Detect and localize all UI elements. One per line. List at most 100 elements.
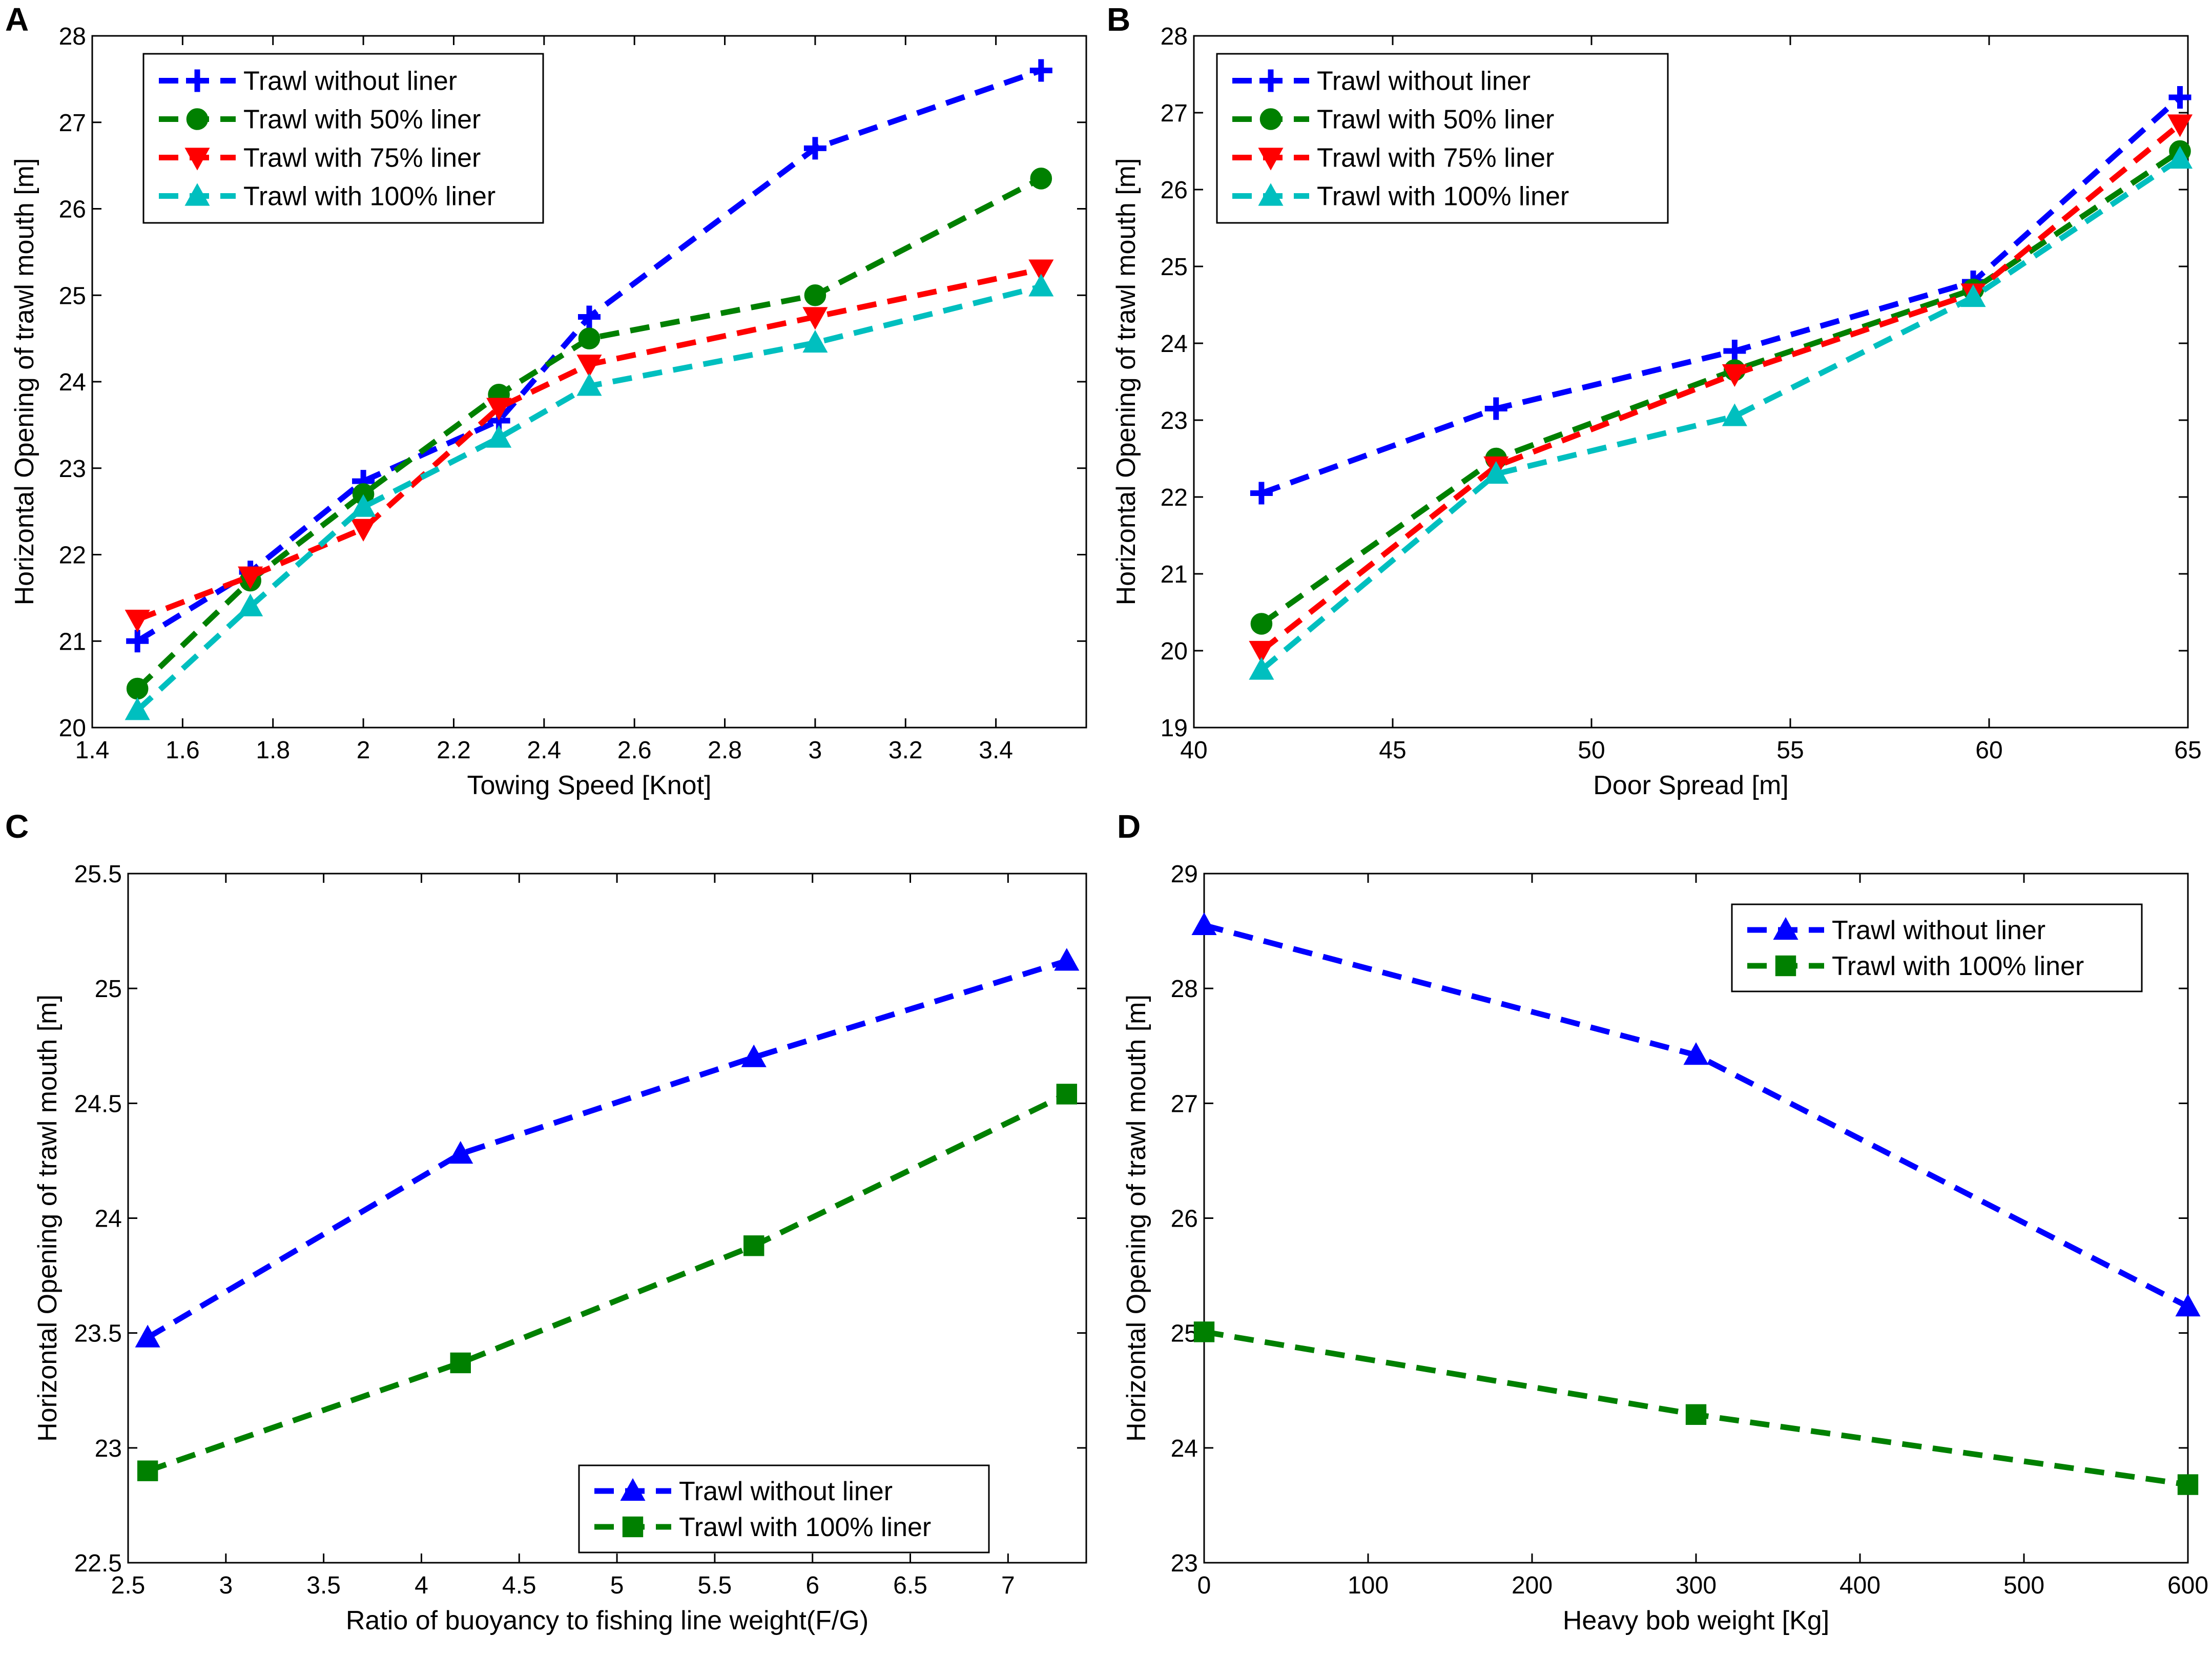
data-point-with75 (2167, 114, 2193, 137)
data-point-with75 (486, 398, 512, 421)
x-tick-label: 2.4 (527, 737, 561, 764)
y-tick-label: 24 (95, 1206, 122, 1233)
panel-b: B 40 45 50 55 60 65 19 20 21 22 23 24 25 26 27 28 Door Sp… (1107, 1, 2202, 800)
data-point-without (1250, 482, 1273, 505)
legend-entry: Trawl without liner (679, 1477, 893, 1506)
x-tick-label: 3.4 (979, 737, 1013, 764)
y-tick-label: 26 (1161, 177, 1188, 204)
x-tick-label: 4.5 (502, 1572, 536, 1599)
data-point-C_with100 (450, 1352, 471, 1374)
legend-marker (184, 148, 210, 171)
data-point-C_with100 (743, 1235, 764, 1256)
data-point-without (1723, 340, 1746, 362)
legend-marker (1258, 183, 1284, 206)
x-tick-label: 5.5 (698, 1572, 732, 1599)
panel-letter: A (5, 1, 29, 38)
panel-letter: B (1107, 1, 1130, 38)
data-point-with50 (578, 327, 601, 349)
legend-marker (620, 1478, 646, 1501)
data-point-without (1029, 59, 1052, 82)
legend-entry: Trawl with 100% liner (1832, 951, 2084, 981)
legend-box (1731, 903, 2143, 992)
legend-marker (186, 108, 209, 130)
data-point-with75 (238, 566, 263, 589)
y-tick-label: 23 (1171, 1550, 1198, 1577)
x-tick-label: 65 (2174, 737, 2201, 764)
legend-entry: Trawl without liner (1832, 916, 2045, 945)
x-tick-label: 55 (1776, 737, 1804, 764)
data-point-with75 (802, 307, 828, 330)
x-tick-label: 2.5 (111, 1572, 146, 1599)
data-point-with100 (1483, 461, 1509, 484)
data-point-with100 (576, 373, 602, 396)
legend: Trawl without liner Trawl with 100% liner (578, 1464, 990, 1554)
y-tick-label: 25 (1171, 1320, 1198, 1348)
data-point-without (1484, 397, 1507, 420)
y-tick-label: 28 (1161, 23, 1188, 50)
y-tick-label: 28 (59, 23, 86, 50)
data-point-without (803, 137, 826, 160)
x-tick-label: 3 (219, 1572, 233, 1599)
legend-marker (1773, 917, 1798, 940)
x-tick-label: 1.4 (75, 737, 110, 764)
data-point-with75 (1028, 259, 1054, 282)
x-tick-label: 300 (1676, 1572, 1717, 1599)
data-point-with75 (1249, 640, 1274, 664)
data-point-with100 (238, 593, 263, 616)
data-point-D_without (1191, 912, 1217, 935)
y-tick-label: 24.5 (74, 1090, 122, 1117)
y-tick-label: 23.5 (74, 1320, 122, 1348)
legend-marker (184, 183, 210, 206)
y-tick-label: 27 (59, 110, 86, 137)
y-tick-label: 25 (95, 976, 122, 1003)
legend-marker (1258, 148, 1284, 171)
data-point-with50 (1250, 613, 1273, 635)
legend-marker (186, 69, 209, 92)
data-point-with100 (1249, 657, 1274, 680)
x-axis-label: Towing Speed [Knot] (467, 771, 712, 800)
y-tick-label: 26 (59, 196, 86, 223)
legend-entry: Trawl without liner (1317, 67, 1531, 96)
data-point-with50 (1030, 168, 1052, 190)
data-point-without (578, 305, 601, 328)
x-axis-label: Heavy bob weight [Kg] (1563, 1606, 1829, 1635)
x-tick-label: 3.5 (306, 1572, 341, 1599)
y-tick-label: 22.5 (74, 1550, 122, 1577)
y-axis-label: Horizontal Opening of trawl mouth [m] (10, 158, 39, 606)
data-point-C_with100 (137, 1460, 158, 1481)
x-tick-label: 1.8 (256, 737, 290, 764)
legend-marker (1259, 69, 1282, 92)
x-tick-label: 2.2 (437, 737, 471, 764)
data-point-with75 (125, 609, 150, 633)
x-tick-label: 200 (1512, 1572, 1553, 1599)
legend-entry: Trawl with 50% liner (1317, 105, 1554, 135)
plot-frame (127, 873, 1087, 1564)
x-tick-label: 600 (2167, 1572, 2208, 1599)
data-point-without (126, 630, 149, 653)
legend-box (578, 1464, 990, 1554)
series-line-with100 (1259, 156, 2182, 672)
x-tick-label: 60 (1975, 737, 2002, 764)
data-point-with75 (1722, 364, 1747, 387)
x-tick-label: 6.5 (893, 1572, 927, 1599)
x-tick-label: 6 (805, 1572, 819, 1599)
data-point-D_with100 (1193, 1321, 1215, 1342)
y-axis-label: Horizontal Opening of trawl mouth [m] (1122, 995, 1151, 1442)
y-tick-label: 29 (1171, 861, 1198, 888)
legend-marker (1259, 108, 1282, 130)
x-tick-label: 400 (1839, 1572, 1880, 1599)
panel-letter: C (5, 808, 29, 845)
y-tick-label: 24 (59, 369, 86, 396)
y-tick-label: 27 (1171, 1090, 1198, 1117)
x-tick-label: 4 (415, 1572, 428, 1599)
data-point-D_with100 (1685, 1404, 1707, 1425)
legend: Trawl without liner Trawl with 50% liner T… (142, 53, 544, 224)
y-tick-label: 28 (1171, 976, 1198, 1003)
data-point-D_without (1683, 1042, 1709, 1065)
y-tick-label: 25 (1161, 254, 1188, 281)
panel-c: C 2.5 3 3.5 4 4.5 5 5.5 6 6.5 7 22.5 23 23.5 24 24.5 25 2… (5, 808, 1087, 1635)
y-tick-label: 24 (1171, 1435, 1198, 1462)
legend-box (142, 53, 544, 224)
series-line-C_with100 (147, 1091, 1068, 1474)
